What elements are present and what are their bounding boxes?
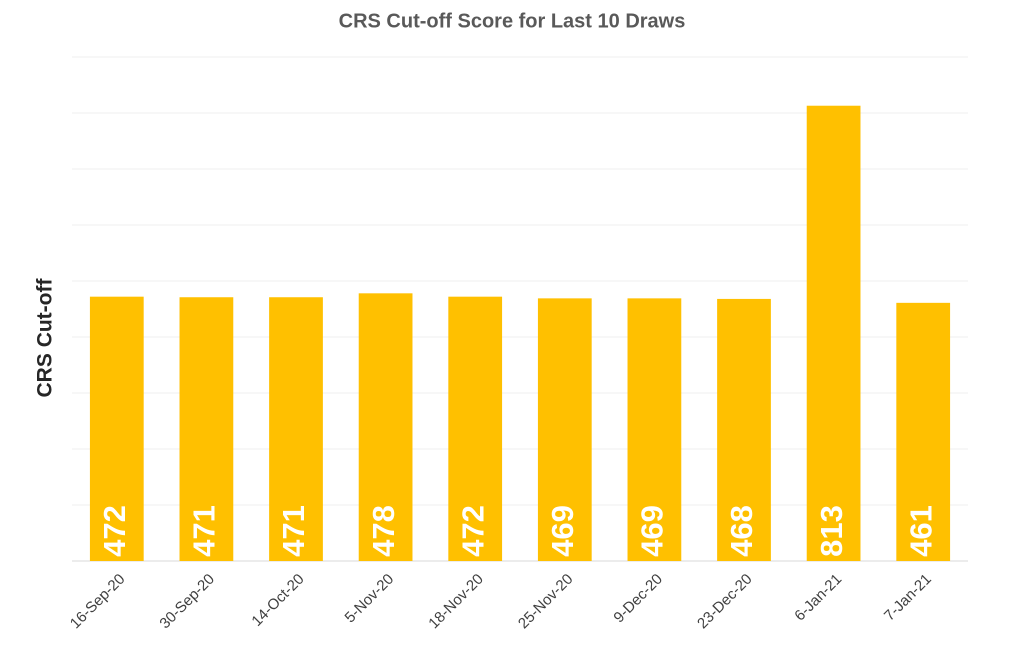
- bar: [537, 298, 592, 561]
- bar: [896, 302, 951, 561]
- value-label: 469: [635, 505, 670, 557]
- chart-title: CRS Cut-off Score for Last 10 Draws: [339, 10, 686, 32]
- value-label: 472: [97, 505, 132, 557]
- value-label: 478: [366, 505, 401, 557]
- x-tick-label: 30-Sep-20: [156, 571, 218, 633]
- x-tick-label: 14-Oct-20: [248, 571, 307, 630]
- value-label: 468: [724, 505, 759, 557]
- x-tick-label: 5-Nov-20: [342, 571, 398, 627]
- value-label: 469: [545, 505, 580, 557]
- bar: [717, 298, 771, 561]
- x-tick-label: 25-Nov-20: [515, 571, 577, 633]
- x-tick-label: 23-Dec-20: [694, 571, 756, 633]
- value-label: 472: [455, 505, 490, 557]
- value-label: 461: [903, 505, 938, 557]
- bar: [89, 296, 144, 561]
- x-tick-label: 9-Dec-20: [610, 571, 666, 627]
- bar: [806, 105, 861, 561]
- bar: [358, 293, 413, 561]
- value-label: 813: [814, 505, 849, 557]
- value-label: 471: [276, 505, 311, 557]
- bar: [627, 298, 682, 561]
- bar: [179, 297, 234, 561]
- value-label: 471: [187, 505, 222, 557]
- x-tick-label: 7-Jan-21: [881, 571, 935, 625]
- bar: [448, 296, 503, 561]
- x-tick-label: 6-Jan-21: [791, 571, 845, 625]
- bar: [269, 297, 323, 561]
- x-tick-label: 18-Nov-20: [425, 571, 487, 633]
- x-tick-label: 16-Sep-20: [67, 571, 129, 633]
- y-axis-label: CRS Cut-off: [34, 278, 57, 398]
